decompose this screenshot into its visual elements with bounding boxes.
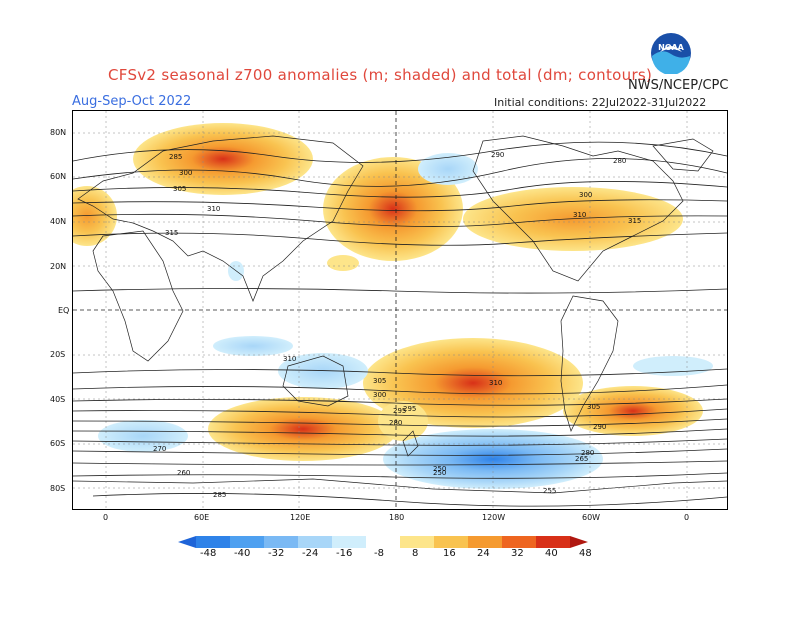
chart-title: CFSv2 seasonal z700 anomalies (m; shaded… [108, 66, 653, 84]
svg-text:315: 315 [165, 229, 178, 237]
colorbar-label: 40 [545, 548, 558, 559]
svg-text:310: 310 [283, 355, 296, 363]
colorbar-seg [298, 536, 332, 548]
svg-text:295: 295 [393, 407, 406, 415]
svg-text:255: 255 [543, 487, 556, 495]
lat-label-eq: EQ [58, 306, 70, 315]
svg-text:300: 300 [373, 391, 386, 399]
lat-label-20s: 20S [50, 350, 66, 359]
svg-text:305: 305 [587, 403, 600, 411]
svg-text:280: 280 [613, 157, 626, 165]
svg-text:265: 265 [575, 455, 588, 463]
svg-text:300: 300 [179, 169, 192, 177]
colorbar-seg [264, 536, 298, 548]
colorbar-label: 16 [443, 548, 456, 559]
colorbar-label: -16 [336, 548, 353, 559]
svg-text:270: 270 [153, 445, 166, 453]
colorbar-label: -32 [268, 548, 285, 559]
reference-lines [73, 111, 727, 509]
colorbar-label: -24 [302, 548, 319, 559]
colorbar-seg [366, 536, 400, 548]
svg-text:280: 280 [581, 449, 594, 457]
lon-label-0-right: 0 [684, 513, 690, 522]
svg-text:305: 305 [173, 185, 186, 193]
svg-text:315: 315 [628, 217, 641, 225]
colorbar-label: 8 [412, 548, 419, 559]
svg-text:290: 290 [491, 151, 504, 159]
svg-text:310: 310 [573, 211, 586, 219]
forecast-period: Aug-Sep-Oct 2022 [72, 94, 192, 109]
lat-label-80n: 80N [50, 128, 67, 137]
colorbar-seg [196, 536, 230, 548]
lon-label-180: 180 [389, 513, 405, 522]
colorbar-seg [468, 536, 502, 548]
svg-text:285: 285 [213, 491, 226, 499]
colorbar [178, 536, 588, 548]
lat-label-20n: 20N [50, 262, 67, 271]
svg-text:295: 295 [403, 405, 416, 413]
svg-text:300: 300 [579, 191, 592, 199]
height-contours [73, 141, 727, 507]
organization-label: NWS/NCEP/CPC [628, 78, 729, 93]
colorbar-label: -40 [234, 548, 251, 559]
svg-text:290: 290 [593, 423, 606, 431]
svg-text:310: 310 [489, 379, 502, 387]
colorbar-label: 48 [579, 548, 592, 559]
colorbar-seg [536, 536, 570, 548]
colorbar-label: 24 [477, 548, 490, 559]
coastlines [73, 135, 727, 494]
lat-label-60n: 60N [50, 172, 67, 181]
svg-text:NOAA: NOAA [658, 43, 684, 52]
contour-labels: 285 300 305 310 315 310 305 295 280 250 … [153, 151, 641, 499]
colorbar-seg [332, 536, 366, 548]
colorbar-label: -8 [374, 548, 384, 559]
lat-label-80s: 80S [50, 484, 66, 493]
lon-label-0-left: 0 [103, 513, 109, 522]
colorbar-label: 32 [511, 548, 524, 559]
lat-label-60s: 60S [50, 439, 66, 448]
anomaly-map: 285 300 305 310 315 310 305 295 280 250 … [72, 110, 728, 510]
colorbar-seg [400, 536, 434, 548]
lon-label-60e: 60E [194, 513, 210, 522]
svg-text:260: 260 [177, 469, 190, 477]
colorbar-seg [230, 536, 264, 548]
colorbar-label: -48 [200, 548, 217, 559]
svg-text:305: 305 [373, 377, 386, 385]
map-canvas: 285 300 305 310 315 310 305 295 280 250 … [73, 111, 727, 509]
lon-label-60w: 60W [582, 513, 601, 522]
svg-text:250: 250 [433, 469, 446, 477]
noaa-logo: NOAA [651, 33, 691, 74]
lat-label-40n: 40N [50, 217, 67, 226]
lat-label-40s: 40S [50, 395, 66, 404]
lon-label-120e: 120E [290, 513, 311, 522]
grid-lines [73, 111, 727, 509]
colorbar-arrow-right [570, 536, 588, 548]
colorbar-seg [502, 536, 536, 548]
initial-conditions: Initial conditions: 22Jul2022-31Jul2022 [494, 96, 707, 109]
svg-text:285: 285 [169, 153, 182, 161]
svg-text:280: 280 [389, 419, 402, 427]
svg-text:250: 250 [433, 465, 446, 473]
lon-label-120w: 120W [482, 513, 506, 522]
colorbar-seg [434, 536, 468, 548]
svg-text:310: 310 [207, 205, 220, 213]
colorbar-arrow-left [178, 536, 196, 548]
